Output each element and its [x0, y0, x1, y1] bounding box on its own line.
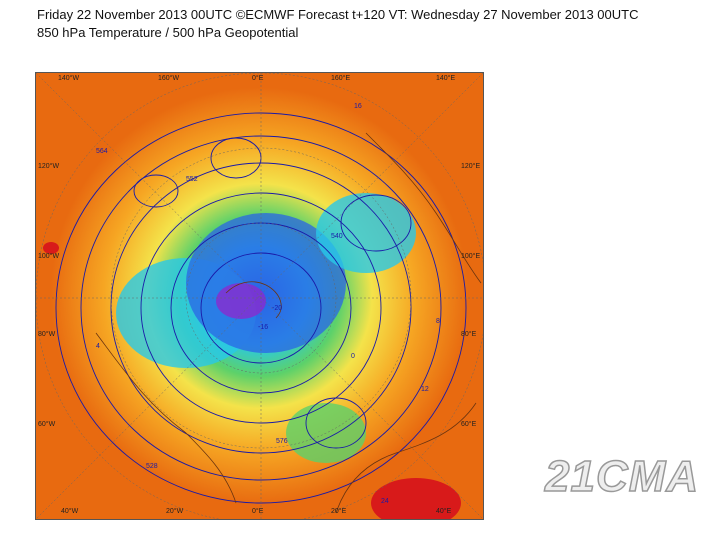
contour-label: 576 — [276, 438, 288, 445]
lon-label-left: 80°W — [38, 331, 56, 338]
latitude-circle — [110, 147, 412, 449]
map-canvas: 552 576 16 8 -20 -16 4 12 0 540 564 528 … — [36, 73, 483, 519]
cold-pool-central — [186, 213, 346, 353]
hot-spot-southeast — [371, 478, 461, 519]
contour-label: 528 — [146, 463, 158, 470]
contour-label: 8 — [436, 318, 440, 325]
watermark-logo: 21CMA — [544, 451, 700, 502]
lon-label-bottom: 20°W — [166, 508, 184, 515]
lon-label-right: 80°E — [461, 331, 477, 338]
lon-label-bottom: 40°E — [436, 508, 452, 515]
lon-label-left: 60°W — [38, 421, 56, 428]
contour-label: 12 — [421, 386, 429, 393]
lon-label-bottom: 40°W — [61, 508, 79, 515]
contour-label: 540 — [331, 233, 343, 240]
contour-label: 0 — [351, 353, 355, 360]
coastlines — [95, 132, 482, 514]
contour-ring — [305, 397, 367, 449]
lon-label-top: 0°E — [252, 75, 264, 82]
graticule — [36, 73, 483, 519]
hot-spot-west — [43, 242, 59, 254]
meridian — [36, 73, 483, 519]
contour-value-labels: 552 576 16 8 -20 -16 4 12 0 540 564 528 … — [96, 103, 440, 505]
forecast-subtitle: 850 hPa Temperature / 500 hPa Geopotenti… — [37, 25, 299, 40]
coastline — [225, 281, 282, 319]
lon-label-bottom: 0°E — [252, 508, 264, 515]
lon-label-right: 100°E — [461, 253, 481, 260]
coldest-core — [216, 283, 266, 319]
contour-label: 24 — [381, 498, 389, 505]
lon-label-right: 120°E — [461, 163, 481, 170]
contour-ring — [80, 135, 442, 481]
contour-label: -16 — [258, 324, 268, 331]
lon-label-left: 120°W — [38, 163, 60, 170]
contour-label: -20 — [272, 305, 282, 312]
contour-label: 564 — [96, 148, 108, 155]
lon-label-top: 140°W — [58, 75, 80, 82]
cold-pool-east — [316, 193, 416, 273]
contour-label: 16 — [354, 103, 362, 110]
coastline — [95, 332, 237, 504]
contour-label: 552 — [186, 176, 198, 183]
contour-ring — [340, 194, 412, 252]
contour-label: 4 — [96, 343, 100, 350]
lon-label-left: 100°W — [38, 253, 60, 260]
polar-map: 552 576 16 8 -20 -16 4 12 0 540 564 528 … — [35, 72, 484, 520]
meridian — [36, 73, 483, 519]
lon-label-top: 140°E — [436, 75, 456, 82]
contour-ring — [133, 174, 179, 208]
coastline — [365, 132, 482, 284]
lon-label-right: 60°E — [461, 421, 477, 428]
coastline — [335, 402, 477, 514]
lon-label-bottom: 20°E — [331, 508, 347, 515]
lon-label-top: 160°W — [158, 75, 180, 82]
lon-label-top: 160°E — [331, 75, 351, 82]
forecast-title: Friday 22 November 2013 00UTC ©ECMWF For… — [37, 7, 639, 22]
